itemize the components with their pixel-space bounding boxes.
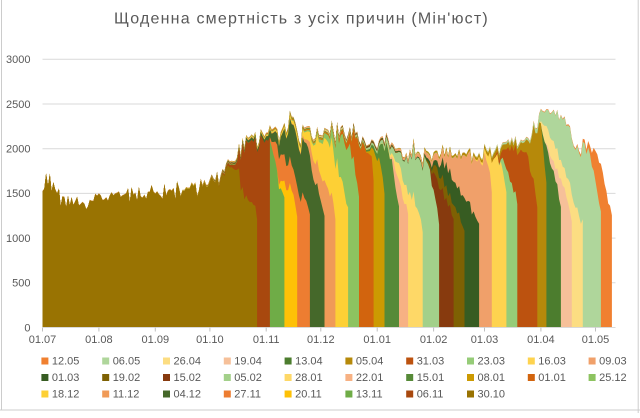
- svg-text:28.01: 28.01: [295, 372, 323, 384]
- svg-text:2000: 2000: [6, 144, 30, 156]
- svg-text:31.03: 31.03: [417, 356, 445, 368]
- svg-text:01.08: 01.08: [85, 334, 113, 346]
- svg-text:30.10: 30.10: [478, 389, 506, 401]
- svg-text:01.10: 01.10: [196, 334, 224, 346]
- svg-text:13.04: 13.04: [295, 356, 323, 368]
- svg-text:16.03: 16.03: [538, 356, 566, 368]
- svg-text:2500: 2500: [6, 99, 30, 111]
- svg-text:11.12: 11.12: [113, 389, 140, 401]
- svg-text:09.03: 09.03: [599, 356, 627, 368]
- svg-text:Щоденна смертність з усіх прич: Щоденна смертність з усіх причин (Мін'юс…: [114, 11, 489, 28]
- svg-text:05.04: 05.04: [356, 356, 384, 368]
- svg-text:08.01: 08.01: [478, 372, 506, 384]
- svg-text:25.12: 25.12: [599, 372, 627, 384]
- svg-text:01.03: 01.03: [52, 372, 80, 384]
- svg-text:01.03: 01.03: [471, 334, 499, 346]
- svg-text:01.05: 01.05: [582, 334, 610, 346]
- svg-text:1500: 1500: [6, 188, 30, 200]
- svg-text:05.02: 05.02: [234, 372, 262, 384]
- svg-text:06.05: 06.05: [113, 356, 141, 368]
- svg-text:1000: 1000: [6, 233, 30, 245]
- svg-text:13.11: 13.11: [356, 389, 383, 401]
- svg-text:22.01: 22.01: [356, 372, 384, 384]
- svg-text:500: 500: [12, 278, 30, 290]
- svg-text:06.11: 06.11: [417, 389, 444, 401]
- svg-text:0: 0: [24, 322, 30, 334]
- svg-text:18.12: 18.12: [52, 389, 80, 401]
- svg-text:23.03: 23.03: [478, 356, 506, 368]
- svg-text:01.04: 01.04: [527, 334, 555, 346]
- svg-text:01.02: 01.02: [420, 334, 448, 346]
- svg-text:01.12: 01.12: [307, 334, 335, 346]
- svg-text:01.07: 01.07: [29, 334, 57, 346]
- svg-text:15.01: 15.01: [417, 372, 445, 384]
- svg-text:19.02: 19.02: [113, 372, 141, 384]
- svg-text:20.11: 20.11: [295, 389, 322, 401]
- svg-text:15.02: 15.02: [174, 372, 202, 384]
- svg-text:01.01: 01.01: [538, 372, 566, 384]
- svg-text:3000: 3000: [6, 54, 30, 66]
- svg-text:01.09: 01.09: [142, 334, 170, 346]
- svg-text:12.05: 12.05: [52, 356, 80, 368]
- svg-text:01.01: 01.01: [363, 334, 391, 346]
- svg-text:26.04: 26.04: [174, 356, 202, 368]
- svg-text:19.04: 19.04: [234, 356, 262, 368]
- svg-text:01.11: 01.11: [253, 334, 280, 346]
- svg-text:27.11: 27.11: [234, 389, 261, 401]
- svg-text:04.12: 04.12: [174, 389, 202, 401]
